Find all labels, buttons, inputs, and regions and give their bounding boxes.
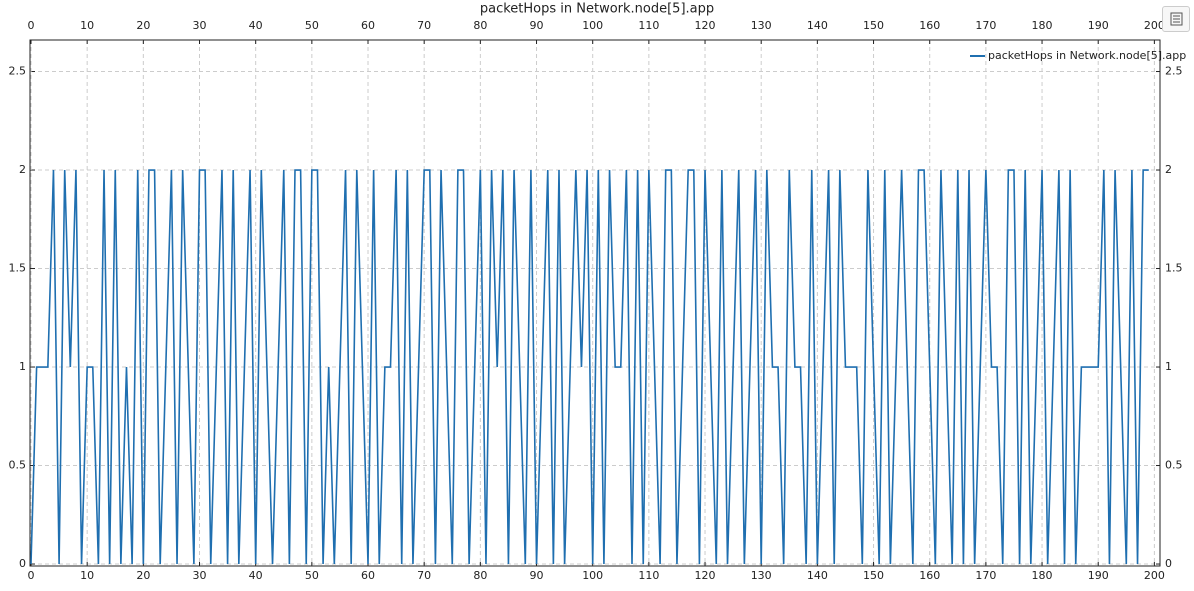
y-tick-label: 2	[19, 163, 26, 176]
x-tick-label: 130	[751, 569, 772, 582]
x-tick-label: 110	[638, 19, 659, 32]
x-tick-label: 10	[80, 19, 94, 32]
x-tick-label: 120	[695, 19, 716, 32]
x-tick-label: 90	[530, 569, 544, 582]
x-tick-label: 170	[975, 19, 996, 32]
x-tick-label: 140	[807, 569, 828, 582]
x-tick-label: 30	[193, 569, 207, 582]
y-tick-label: 2	[1165, 163, 1172, 176]
x-tick-label: 10	[80, 569, 94, 582]
x-tick-label: 50	[305, 569, 319, 582]
x-tick-label: 20	[136, 569, 150, 582]
data-line	[30, 169, 1149, 565]
x-tick-label: 180	[1032, 19, 1053, 32]
x-tick-label: 130	[751, 19, 772, 32]
x-tick-label: 50	[305, 19, 319, 32]
y-tick-label: 1.5	[1165, 262, 1183, 275]
x-tick-label: 120	[695, 569, 716, 582]
x-tick-label: 80	[473, 569, 487, 582]
x-tick-label: 190	[1088, 569, 1109, 582]
x-tick-label: 110	[638, 569, 659, 582]
x-tick-label: 40	[249, 569, 263, 582]
x-tick-label: 140	[807, 19, 828, 32]
x-tick-label: 200	[1144, 19, 1165, 32]
x-tick-label: 180	[1032, 569, 1053, 582]
x-tick-label: 160	[919, 569, 940, 582]
y-tick-label: 2.5	[1165, 65, 1183, 78]
y-tick-label: 0	[19, 557, 26, 570]
legend-label: packetHops in Network.node[5].app	[988, 49, 1186, 62]
x-tick-label: 80	[473, 19, 487, 32]
x-tick-label: 60	[361, 569, 375, 582]
x-tick-label: 70	[417, 19, 431, 32]
x-tick-label: 20	[136, 19, 150, 32]
y-tick-label: 2.5	[9, 65, 27, 78]
x-tick-label: 0	[28, 19, 35, 32]
x-tick-label: 70	[417, 569, 431, 582]
y-tick-label: 1	[1165, 360, 1172, 373]
x-tick-label: 100	[582, 19, 603, 32]
y-tick-label: 0	[1165, 557, 1172, 570]
x-tick-label: 150	[863, 569, 884, 582]
chart-title: packetHops in Network.node[5].app	[480, 2, 714, 17]
y-tick-label: 1	[19, 360, 26, 373]
y-tick-label: 1.5	[9, 262, 27, 275]
y-tick-label: 0.5	[9, 459, 27, 472]
legend-toggle-button[interactable]	[1162, 6, 1190, 32]
x-tick-label: 0	[28, 569, 35, 582]
x-tick-label: 160	[919, 19, 940, 32]
x-tick-label: 30	[193, 19, 207, 32]
x-tick-label: 150	[863, 19, 884, 32]
list-icon	[1170, 12, 1183, 26]
y-tick-label: 0.5	[1165, 459, 1183, 472]
x-tick-label: 200	[1144, 569, 1165, 582]
x-tick-label: 90	[530, 19, 544, 32]
x-tick-label: 170	[975, 569, 996, 582]
x-tick-label: 60	[361, 19, 375, 32]
x-tick-label: 100	[582, 569, 603, 582]
x-tick-label: 40	[249, 19, 263, 32]
x-tick-label: 190	[1088, 19, 1109, 32]
